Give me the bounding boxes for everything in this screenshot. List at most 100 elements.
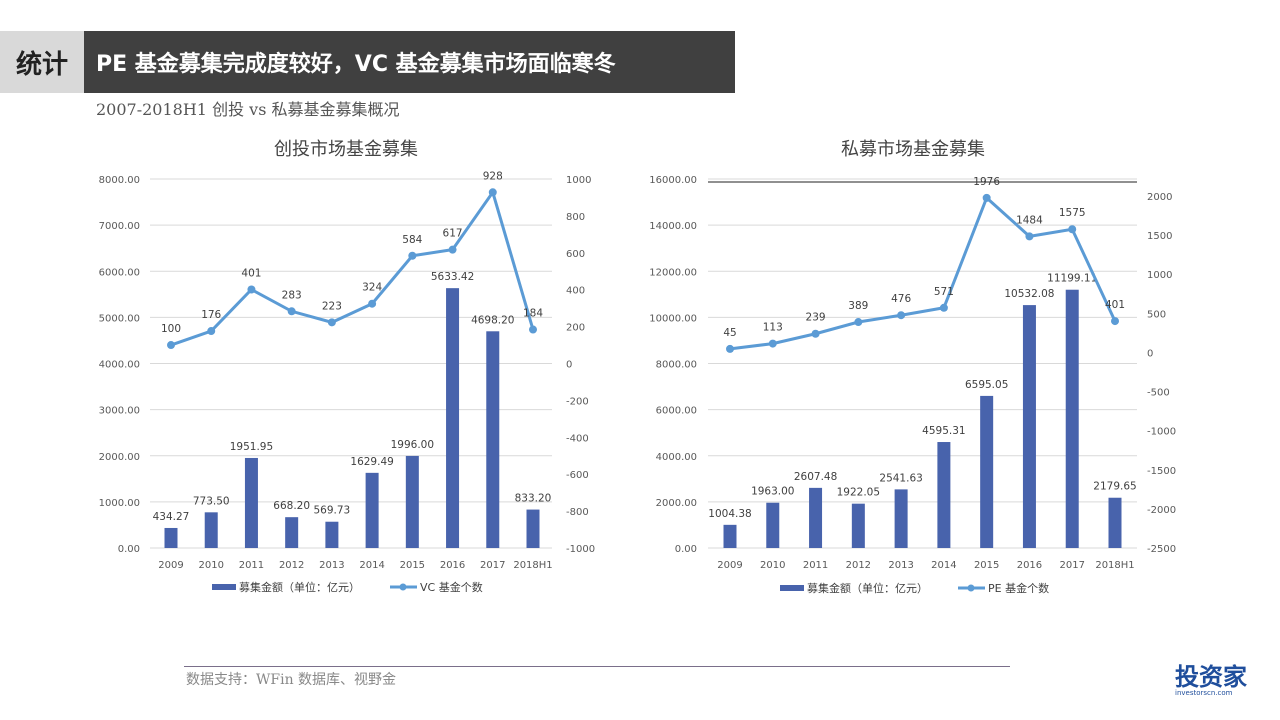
bar-data-label: 1963.00 bbox=[751, 486, 794, 498]
bar bbox=[285, 517, 299, 548]
bar bbox=[325, 521, 339, 548]
x-tick-label: 2010 bbox=[198, 560, 223, 571]
y2-tick-label: 1000 bbox=[566, 175, 591, 186]
y2-tick-label: 0 bbox=[1147, 348, 1153, 359]
y2-tick-label: -1000 bbox=[566, 544, 595, 555]
y2-tick-label: 600 bbox=[566, 249, 585, 260]
bar bbox=[486, 331, 500, 548]
chart-title: 创投市场基金募集 bbox=[274, 139, 418, 160]
bar bbox=[1065, 289, 1079, 548]
bar-data-label: 5633.42 bbox=[431, 271, 474, 283]
line-point bbox=[529, 325, 537, 334]
legend-bar-label: 募集金额（单位：亿元） bbox=[239, 580, 360, 594]
y2-tick-label: -1500 bbox=[1147, 466, 1176, 477]
bar bbox=[405, 455, 419, 548]
line-point bbox=[207, 327, 216, 336]
bar-data-label: 1922.05 bbox=[837, 487, 880, 499]
x-tick-label: 2015 bbox=[400, 560, 425, 571]
bar bbox=[937, 442, 951, 548]
chart-title: 私募市场基金募集 bbox=[841, 139, 985, 160]
y-tick-label: 16000.00 bbox=[649, 175, 697, 186]
legend-line-label: PE 基金个数 bbox=[988, 581, 1049, 595]
y2-tick-label: -800 bbox=[566, 507, 589, 518]
x-tick-label: 2018H1 bbox=[1095, 560, 1134, 571]
x-tick-label: 2014 bbox=[931, 560, 956, 571]
line-point bbox=[1068, 225, 1077, 234]
y-tick-label: 3000.00 bbox=[99, 406, 140, 417]
legend-line-marker bbox=[967, 584, 975, 592]
logo-url: investorscn.com bbox=[1175, 689, 1233, 697]
line-data-label: 283 bbox=[282, 289, 302, 301]
bar-data-label: 2607.48 bbox=[794, 471, 837, 483]
y-tick-label: 2000.00 bbox=[99, 452, 140, 463]
line-data-label: 401 bbox=[241, 268, 261, 280]
bar bbox=[244, 457, 258, 548]
bar-data-label: 4595.31 bbox=[922, 425, 965, 437]
bar-data-label: 1629.49 bbox=[350, 456, 393, 468]
line-data-label: 1976 bbox=[973, 176, 1000, 188]
line-data-label: 100 bbox=[161, 323, 181, 335]
y2-tick-label: -400 bbox=[566, 433, 589, 444]
bar-data-label: 6595.05 bbox=[965, 379, 1008, 391]
bar-data-label: 1996.00 bbox=[391, 439, 434, 451]
y2-tick-label: 400 bbox=[566, 286, 585, 297]
bar bbox=[204, 512, 218, 548]
line-point bbox=[247, 285, 256, 294]
legend-bar-swatch bbox=[212, 584, 236, 590]
line-point bbox=[408, 251, 417, 260]
y2-tick-label: -500 bbox=[1147, 388, 1170, 399]
y-tick-label: 4000.00 bbox=[99, 360, 140, 371]
bar-data-label: 10532.08 bbox=[1004, 288, 1054, 300]
y-tick-label: 1000.00 bbox=[99, 498, 140, 509]
line-point bbox=[811, 329, 820, 338]
y-tick-label: 5000.00 bbox=[99, 313, 140, 324]
bar-data-label: 569.73 bbox=[314, 505, 351, 517]
line-data-label: 617 bbox=[443, 228, 463, 240]
y2-tick-label: 500 bbox=[1147, 309, 1166, 320]
line-point bbox=[448, 245, 457, 254]
bar-data-label: 2179.65 bbox=[1093, 481, 1136, 493]
bar-data-label: 773.50 bbox=[193, 495, 230, 507]
bar bbox=[365, 472, 379, 548]
line-point bbox=[939, 303, 948, 312]
line-data-label: 1575 bbox=[1059, 207, 1086, 219]
bar bbox=[1022, 305, 1036, 548]
line-series bbox=[170, 188, 535, 347]
line-data-label: 239 bbox=[806, 312, 826, 324]
footer-divider bbox=[184, 666, 1010, 667]
y2-tick-label: 0 bbox=[566, 360, 572, 371]
line-data-label: 389 bbox=[848, 300, 868, 312]
y-tick-label: 2000.00 bbox=[656, 498, 697, 509]
y-tick-label: 12000.00 bbox=[649, 267, 697, 278]
line-data-label: 401 bbox=[1105, 299, 1125, 311]
line-point bbox=[982, 193, 991, 202]
x-tick-label: 2011 bbox=[239, 560, 264, 571]
bar-data-label: 434.27 bbox=[153, 511, 190, 523]
legend-bar-label: 募集金额（单位：亿元） bbox=[807, 581, 928, 595]
x-tick-label: 2014 bbox=[359, 560, 384, 571]
line-data-label: 324 bbox=[362, 282, 382, 294]
line-point bbox=[726, 344, 734, 353]
line-data-label: 571 bbox=[934, 286, 954, 298]
x-tick-label: 2016 bbox=[1017, 560, 1042, 571]
bar bbox=[851, 503, 865, 548]
bar-data-label: 668.20 bbox=[273, 500, 310, 512]
line-data-label: 1484 bbox=[1016, 214, 1043, 226]
x-tick-label: 2015 bbox=[974, 560, 999, 571]
legend-bar-swatch bbox=[780, 585, 804, 591]
y2-tick-label: -2500 bbox=[1147, 544, 1176, 555]
legend-line-label: VC 基金个数 bbox=[420, 580, 483, 594]
x-tick-label: 2011 bbox=[803, 560, 828, 571]
line-point bbox=[327, 318, 336, 327]
y2-tick-label: 1000 bbox=[1147, 270, 1172, 281]
x-tick-label: 2013 bbox=[888, 560, 913, 571]
x-tick-label: 2017 bbox=[480, 560, 505, 571]
y-tick-label: 14000.00 bbox=[649, 221, 697, 232]
y2-tick-label: 1500 bbox=[1147, 231, 1172, 242]
section-label: 统计 bbox=[0, 31, 84, 93]
x-tick-label: 2012 bbox=[279, 560, 304, 571]
bar bbox=[980, 395, 994, 548]
y2-tick-label: -600 bbox=[566, 470, 589, 481]
bar bbox=[894, 489, 908, 548]
